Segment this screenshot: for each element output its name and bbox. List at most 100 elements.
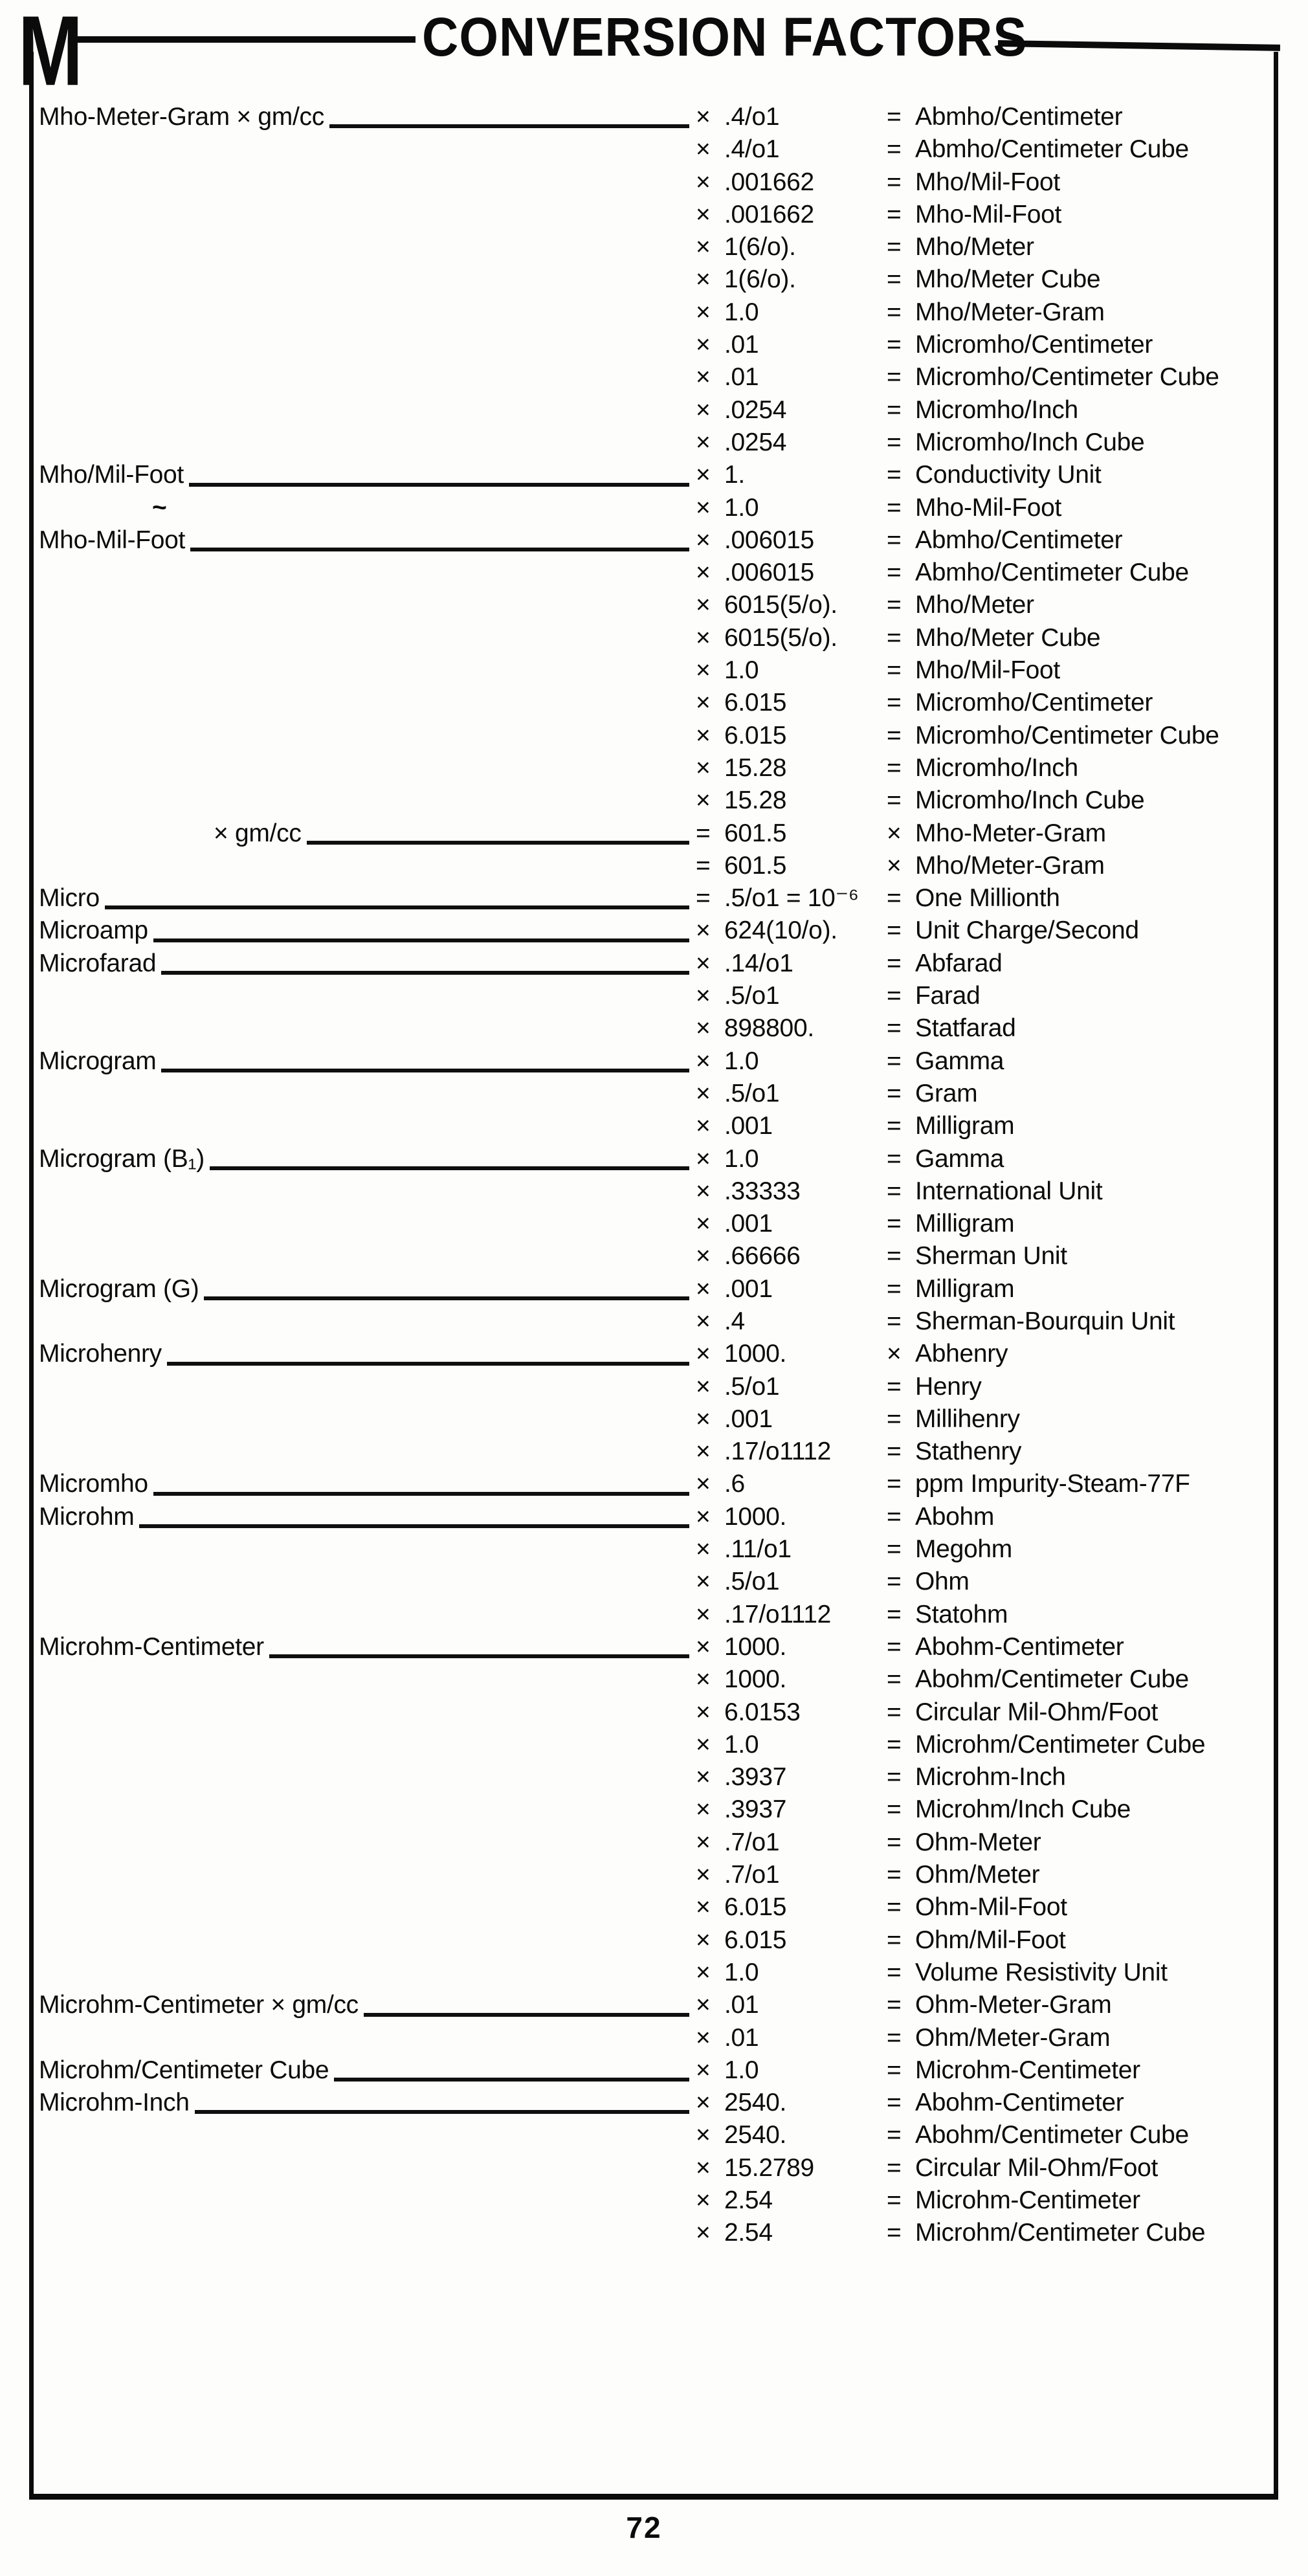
row-label-cell (39, 1240, 696, 1272)
row-label: Microfarad (39, 949, 157, 977)
row-label-cell (39, 1859, 696, 1891)
result-operator: = (887, 1470, 902, 1498)
row-factor: × .0254 (696, 427, 887, 459)
factor-operator: × (696, 331, 711, 359)
result-unit: Mho/Mil-Foot (915, 168, 1060, 196)
row-result: = Mho-Mil-Foot (887, 492, 1274, 524)
table-row: × 2540. = Abohm/Centimeter Cube (39, 2119, 1274, 2151)
table-row: × 15.2789 = Circular Mil-Ohm/Foot (39, 2152, 1274, 2184)
result-operator: = (887, 1795, 902, 1824)
factor-value: .4/o1 (724, 135, 780, 164)
row-label-cell (39, 720, 696, 752)
result-operator: = (887, 1568, 902, 1596)
table-row: × 6.015 = Micromho/Centimeter (39, 687, 1274, 719)
factor-operator: × (696, 1568, 711, 1596)
table-row: × .01 = Micromho/Centimeter (39, 329, 1274, 361)
row-result: = Ohm-Mil-Foot (887, 1891, 1274, 1924)
row-label-cell: Mho/Mil-Foot (39, 459, 696, 491)
row-label-cell (39, 296, 696, 329)
result-unit: Milligram (915, 1112, 1015, 1140)
row-label-cell (39, 1566, 696, 1598)
factor-operator: × (696, 1535, 711, 1564)
table-row: Microgram × 1.0 = Gamma (39, 1045, 1274, 1078)
row-label-cell (39, 1436, 696, 1468)
table-row: × 6.015 = Micromho/Centimeter Cube (39, 720, 1274, 752)
page-number: 72 (626, 2511, 662, 2544)
row-label-cell: × gm/cc (39, 817, 696, 850)
row-factor: × 2540. (696, 2087, 887, 2119)
table-row: × .001 = Milligram (39, 1208, 1274, 1240)
factor-operator: × (696, 1242, 711, 1271)
row-result: = Ohm (887, 1566, 1274, 1598)
factor-operator: × (696, 2219, 711, 2247)
result-unit: Micromho/Centimeter (915, 331, 1153, 359)
factor-value: .11/o1 (724, 1535, 792, 1564)
row-result: = Micromho/Inch (887, 394, 1274, 427)
result-unit: Sherman-Bourquin Unit (915, 1307, 1175, 1335)
factor-operator: × (696, 1600, 711, 1628)
row-factor: = .5/o1 = 10⁻⁶ (696, 882, 887, 915)
row-label: Microhenry (39, 1340, 162, 1368)
factor-value: 1000. (724, 1665, 787, 1694)
result-operator: = (887, 1665, 902, 1694)
row-factor: × .01 (696, 2022, 887, 2054)
result-unit: Micromho/Inch Cube (915, 786, 1145, 815)
row-factor: × .0254 (696, 394, 887, 427)
row-factor: × 6.015 (696, 1924, 887, 1957)
row-label: Microhm-Centimeter (39, 1632, 264, 1661)
table-row: Microhenry × 1000. × Abhenry (39, 1338, 1274, 1370)
row-factor: × .006015 (696, 524, 887, 557)
row-label-cell (39, 231, 696, 263)
factor-value: .5/o1 = 10⁻⁶ (724, 884, 859, 913)
row-result: = Circular Mil-Ohm/Foot (887, 2152, 1274, 2184)
row-result: = Milligram (887, 1208, 1274, 1240)
row-result: = Volume Resistivity Unit (887, 1957, 1274, 1989)
factor-value: 1(6/o). (724, 233, 796, 261)
result-unit: Statfarad (915, 1014, 1016, 1043)
row-label-cell (39, 784, 696, 817)
table-row: × .7/o1 = Ohm/Meter (39, 1859, 1274, 1891)
result-operator: = (887, 1958, 902, 1986)
result-operator: = (887, 2056, 902, 2084)
table-row: × .01 = Ohm/Meter-Gram (39, 2022, 1274, 2054)
result-unit: Mho/Meter-Gram (915, 851, 1105, 880)
leader-line (161, 1068, 689, 1072)
factor-operator: × (696, 493, 711, 522)
row-factor: × 6.015 (696, 1891, 887, 1924)
table-row: × .4 = Sherman-Bourquin Unit (39, 1305, 1274, 1338)
factor-operator: × (696, 2056, 711, 2084)
factor-value: 6.015 (724, 1926, 787, 1954)
row-label-cell: Microhm-Centimeter × gm/cc (39, 1989, 696, 2021)
factor-value: 2.54 (724, 2219, 773, 2247)
result-unit: Stathenry (915, 1438, 1022, 1466)
factor-value: .14/o1 (724, 949, 793, 977)
factor-value: 15.28 (724, 753, 787, 782)
result-operator: = (887, 1274, 902, 1303)
factor-value: 1.0 (724, 1958, 759, 1986)
row-result: = Abmho/Centimeter (887, 524, 1274, 557)
table-row: Microfarad × .14/o1 = Abfarad (39, 948, 1274, 980)
factor-value: .5/o1 (724, 982, 780, 1010)
leader-line (334, 2078, 689, 2082)
result-operator: = (887, 2023, 902, 2052)
row-label-cell: Microgram (B₁) (39, 1143, 696, 1175)
table-row: × .5/o1 = Ohm (39, 1566, 1274, 1598)
table-row: Microamp × 624(10/o). = Unit Charge/Second (39, 915, 1274, 947)
leader-line (153, 1491, 689, 1496)
row-label-cell (39, 752, 696, 784)
row-factor: × 1.0 (696, 2054, 887, 2087)
factor-operator: × (696, 1828, 711, 1856)
result-unit: Mho/Meter Cube (915, 265, 1101, 294)
row-label-cell (39, 1761, 696, 1793)
row-result: = Circular Mil-Ohm/Foot (887, 1696, 1274, 1729)
result-unit: Abmho/Centimeter (915, 103, 1123, 131)
result-operator: = (887, 982, 902, 1010)
row-factor: × .4 (696, 1305, 887, 1338)
row-factor: × 1.0 (696, 296, 887, 329)
row-result: = Mho/Mil-Foot (887, 166, 1274, 199)
result-operator: = (887, 591, 902, 619)
factor-operator: × (696, 2121, 711, 2149)
table-row: Microhm/Centimeter Cube × 1.0 = Microhm-Cent… (39, 2054, 1274, 2087)
row-factor: × .33333 (696, 1175, 887, 1208)
factor-operator: × (696, 753, 711, 782)
